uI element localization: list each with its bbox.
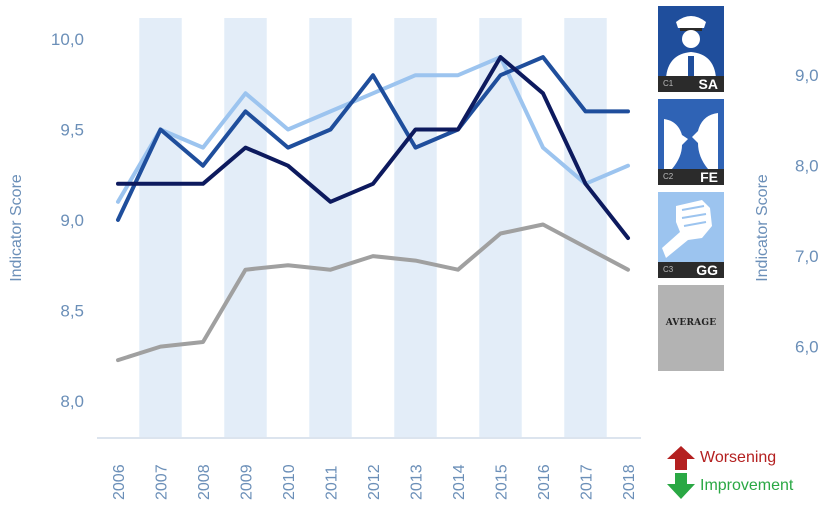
status-improvement-label: Improvement [700, 477, 794, 494]
legend-swatch [658, 285, 724, 371]
x-tick-label: 2011 [324, 465, 341, 500]
legend-code-small: C1 [663, 79, 674, 88]
arrow-down-icon [667, 473, 695, 499]
year-band [309, 18, 352, 437]
legend-code-small: C2 [663, 172, 674, 181]
y-tick-label: 10,0 [51, 30, 84, 49]
y-axis-right-ticks: 9,0 8,0 7,0 6,0 [795, 66, 819, 356]
series-lines [116, 55, 630, 363]
y-tick-label: 9,5 [60, 120, 84, 139]
y-right-tick-label: 6,0 [795, 338, 819, 357]
legend-code: C2 FE [658, 169, 724, 185]
y-right-tick-label: 8,0 [795, 157, 819, 176]
legend-code-big: SA [698, 76, 718, 92]
x-tick-label: 2015 [494, 464, 511, 500]
x-tick-label: 2014 [451, 464, 468, 500]
x-tick-label: 2018 [621, 464, 638, 500]
y-axis-label: Indicator Score [8, 174, 25, 282]
series-line-fe [116, 55, 630, 204]
x-tick-label: 2007 [154, 464, 171, 500]
x-tick-label: 2017 [579, 464, 596, 500]
legend-code-small: C3 [663, 265, 674, 274]
x-tick-label: 2006 [111, 464, 128, 500]
year-band [394, 18, 437, 437]
status-worsening-label: Worsening [700, 449, 777, 466]
year-band [564, 18, 607, 437]
faces-confrontation-icon [664, 113, 718, 169]
x-tick-label: 2010 [281, 464, 298, 500]
year-band [224, 18, 267, 437]
legend-code: C3 GG [658, 262, 724, 278]
y-right-tick-label: 9,0 [795, 66, 819, 85]
y-tick-label: 8,0 [60, 392, 84, 411]
x-axis-ticks: 2006 2007 2008 2009 2010 2011 2012 2013 2014 2015… [111, 464, 638, 500]
arrow-up-icon [667, 446, 695, 470]
y-right-tick-label: 7,0 [795, 247, 819, 266]
series-line-gg [116, 55, 630, 240]
y-tick-label: 8,5 [60, 301, 84, 320]
series-line-sa [116, 55, 630, 222]
x-tick-label: 2012 [366, 464, 383, 500]
x-tick-label: 2013 [409, 464, 426, 500]
status-improvement: Improvement [666, 472, 793, 500]
x-tick-label: 2016 [536, 464, 553, 500]
x-tick-label: 2009 [239, 464, 256, 500]
legend-tile-sa[interactable]: C1 SA [658, 6, 724, 92]
legend-code-big: FE [700, 169, 718, 185]
legend-code-big: GG [696, 262, 718, 278]
legend-average-label: AVERAGE [665, 318, 717, 328]
alternating-year-bands [139, 18, 607, 437]
legend-tile-average[interactable]: AVERAGE [658, 285, 724, 371]
legend-tile-gg[interactable]: C3 GG [658, 192, 724, 278]
x-tick-label: 2008 [196, 464, 213, 500]
status-worsening: Worsening [666, 444, 776, 472]
legend-tile-fe[interactable]: C2 FE [658, 99, 724, 185]
series-line-average [116, 222, 630, 363]
y-tick-label: 9,0 [60, 211, 84, 230]
y-axis-right-label: Indicator Score [754, 174, 771, 282]
police-officer-icon [666, 16, 716, 78]
y-axis-ticks: 10,0 9,5 9,0 8,5 8,0 [51, 30, 84, 411]
year-band [139, 18, 182, 437]
legend-code: C1 SA [658, 76, 724, 92]
raised-fist-icon [662, 200, 712, 258]
